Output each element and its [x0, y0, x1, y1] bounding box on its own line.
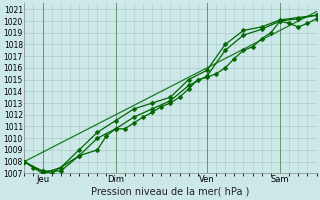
X-axis label: Pression niveau de la mer( hPa ): Pression niveau de la mer( hPa ) [91, 187, 250, 197]
